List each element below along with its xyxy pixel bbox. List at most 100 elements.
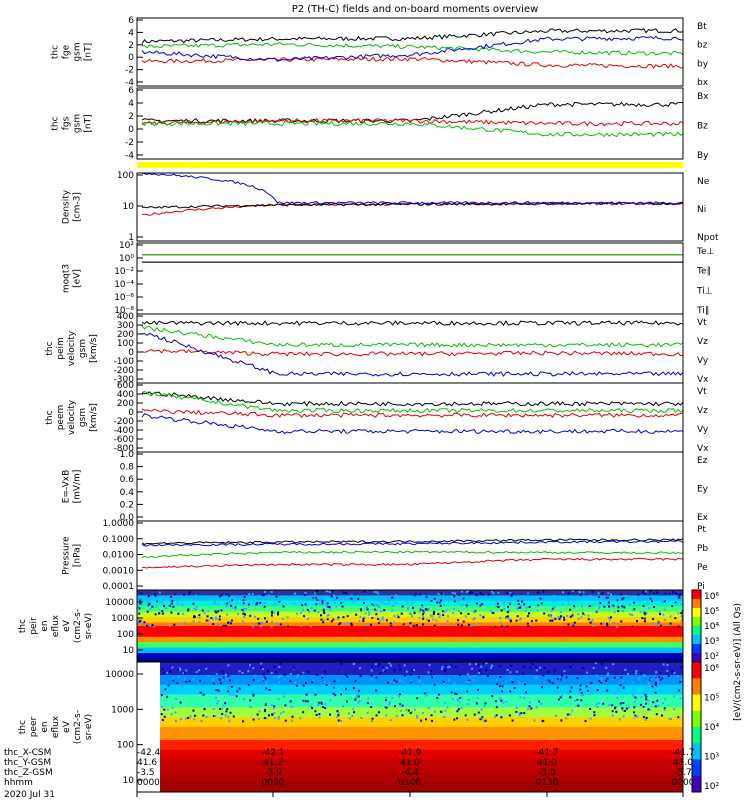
spectrogram-speckle — [162, 612, 165, 615]
spectrogram-speckle — [507, 605, 510, 608]
y-axis-label: moqt3[eV] — [62, 264, 83, 293]
y-tick-label: -800 — [114, 444, 135, 454]
spectrogram-speckle — [607, 672, 610, 675]
colorbar-tick: 10² — [704, 782, 719, 792]
spectrogram-speckle — [147, 595, 150, 598]
spectrogram-speckle — [436, 601, 439, 604]
spectrogram-speckle — [641, 595, 644, 598]
spectrogram-speckle — [140, 592, 143, 595]
spectrogram-speckle — [418, 680, 421, 683]
spectrogram-band — [137, 613, 683, 616]
spectrogram-speckle — [241, 608, 244, 611]
spectrogram-speckle — [215, 611, 218, 614]
spectrogram-speckle — [414, 592, 417, 595]
spectrogram-speckle — [171, 600, 174, 603]
spectrogram-speckle — [345, 700, 348, 703]
spectrogram-speckle — [370, 674, 373, 677]
spectrogram-speckle — [543, 612, 546, 615]
spectrogram-band — [137, 615, 683, 618]
spectrogram-band — [160, 775, 683, 780]
y-axis-label-line: [km/s] — [89, 403, 99, 432]
legend-Bt: Bt — [697, 22, 707, 32]
series-line-Vx — [141, 333, 683, 377]
spectrogram-speckle — [358, 689, 361, 692]
spectrogram-speckle — [289, 700, 292, 703]
spectrogram-speckle — [413, 708, 416, 711]
spectrogram-speckle — [675, 687, 678, 690]
spectrogram-speckle — [362, 619, 365, 622]
spectrogram-speckle — [252, 678, 255, 681]
spectrogram-speckle — [183, 622, 186, 625]
spectrogram-speckle — [413, 669, 416, 672]
spectrogram-speckle — [385, 619, 388, 622]
spectrogram-speckle — [430, 714, 433, 717]
spectrogram-speckle — [391, 609, 394, 612]
spectrogram-speckle — [572, 624, 575, 627]
spectrogram-speckle — [172, 605, 175, 608]
spectrogram-band — [137, 617, 683, 620]
spectrogram-speckle — [610, 593, 613, 596]
spectrogram-speckle — [616, 599, 619, 602]
series-group — [141, 538, 683, 569]
spectrogram-speckle — [472, 678, 475, 681]
spectrogram-speckle — [383, 609, 386, 612]
spectrogram-band — [137, 656, 683, 659]
spectrogram-speckle — [641, 591, 644, 594]
spectrogram-speckle — [323, 670, 326, 673]
y-tick-label: 1000 — [111, 614, 134, 624]
y-axis-label-line: Density — [62, 189, 72, 224]
spectrogram-speckle — [355, 613, 358, 616]
spectrogram-speckle — [182, 613, 185, 616]
spectrogram-speckle — [508, 714, 511, 717]
y-tick-label: 0.0001 — [103, 582, 135, 592]
spectrogram-speckle — [195, 608, 198, 611]
spectrogram-speckle — [241, 620, 244, 623]
spectrogram-speckle — [589, 717, 592, 720]
spectrogram-speckle — [168, 625, 171, 628]
spectrogram-speckle — [263, 717, 266, 720]
spectrogram-speckle — [321, 603, 324, 606]
spectrogram-speckle — [327, 605, 330, 608]
y-tick-label: 400 — [117, 312, 134, 322]
spectrogram-speckle — [605, 679, 608, 682]
spectrogram-speckle — [401, 680, 404, 683]
spectrogram-speckle — [321, 705, 324, 708]
spectrogram-speckle — [236, 690, 239, 693]
spectrogram-speckle — [392, 681, 395, 684]
spectrogram-speckle — [632, 609, 635, 612]
spectrogram-speckle — [420, 719, 423, 722]
spectrogram-speckle — [570, 686, 573, 689]
spectrogram-speckle — [359, 675, 362, 678]
legend-by: by — [697, 59, 709, 69]
spectrogram-speckle — [413, 611, 416, 614]
spectrogram-speckle — [484, 719, 487, 722]
spectrogram-speckle — [263, 605, 266, 608]
spectrogram-speckle — [257, 691, 260, 694]
spectrogram-speckle — [177, 676, 180, 679]
spectrogram-speckle — [492, 611, 495, 614]
spectrogram-speckle — [155, 605, 158, 608]
spectrogram-speckle — [475, 602, 478, 605]
spectrogram-speckle — [290, 705, 293, 708]
spectrogram-speckle — [451, 698, 454, 701]
spectrogram-speckle — [336, 618, 339, 621]
spectrogram-speckle — [278, 681, 281, 684]
spectrogram-speckle — [427, 619, 430, 622]
spectrogram-speckle — [563, 670, 566, 673]
spectrogram-speckle — [569, 608, 572, 611]
spectrogram-speckle — [445, 665, 448, 668]
spectrogram-speckle — [647, 681, 650, 684]
spectrogram-speckle — [280, 712, 283, 715]
spectrogram-speckle — [291, 596, 294, 599]
spectrogram-speckle — [366, 711, 369, 714]
spectrogram-speckle — [416, 697, 419, 700]
spectrogram-speckle — [560, 694, 563, 697]
spectrogram-speckle — [559, 678, 562, 681]
y-tick-label: 0 — [128, 408, 134, 418]
spectrogram-speckle — [227, 621, 230, 624]
spectrogram-speckle — [218, 595, 221, 598]
spectrogram-speckle — [282, 605, 285, 608]
spectrogram-speckle — [366, 702, 369, 705]
spectrogram-speckle — [443, 611, 446, 614]
spectrogram-speckle — [193, 607, 196, 610]
